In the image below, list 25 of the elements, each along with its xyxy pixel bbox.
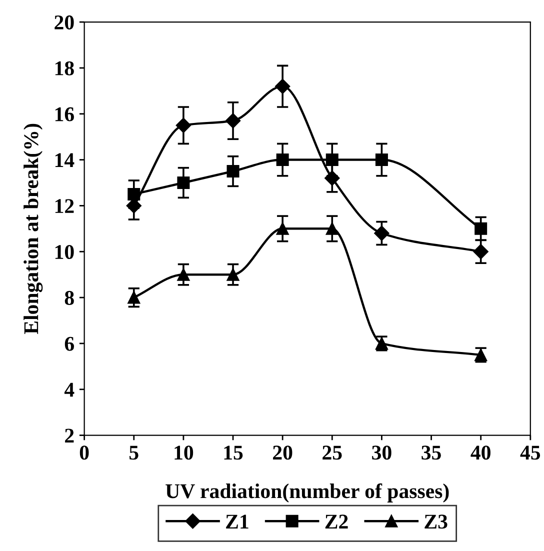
x-tick-label: 20 (273, 446, 292, 460)
y-tick-label: 18 (55, 61, 74, 76)
x-tick-label: 35 (422, 446, 441, 460)
y-tick-label: 20 (54, 15, 74, 30)
legend-label: Z1 (226, 514, 248, 528)
y-tick-label: 8 (64, 290, 74, 305)
y-tick-label: 12 (55, 199, 74, 213)
x-tick-label: 45 (520, 446, 540, 460)
y-tick-label: 4 (64, 382, 74, 397)
y-tick-label: 6 (64, 336, 74, 351)
y-tick-label: 14 (55, 153, 74, 168)
x-tick-label: 40 (470, 446, 490, 460)
legend-label: Z2 (325, 514, 348, 528)
x-axis-title: UV radiation(number of passes) (166, 483, 449, 502)
y-tick-label: 16 (55, 107, 74, 122)
x-tick-label: 5 (130, 446, 138, 460)
x-tick-label: 0 (80, 446, 89, 460)
legend-label: Z3 (424, 514, 448, 529)
y-tick-label: 10 (55, 244, 74, 260)
x-tick-label: 10 (174, 446, 194, 460)
x-tick-label: 30 (372, 446, 392, 460)
x-tick-label: 15 (224, 446, 243, 460)
y-axis-title: Elongation at break(%) (24, 124, 43, 334)
x-tick-label: 25 (322, 446, 342, 460)
y-tick-label: 2 (65, 428, 74, 443)
